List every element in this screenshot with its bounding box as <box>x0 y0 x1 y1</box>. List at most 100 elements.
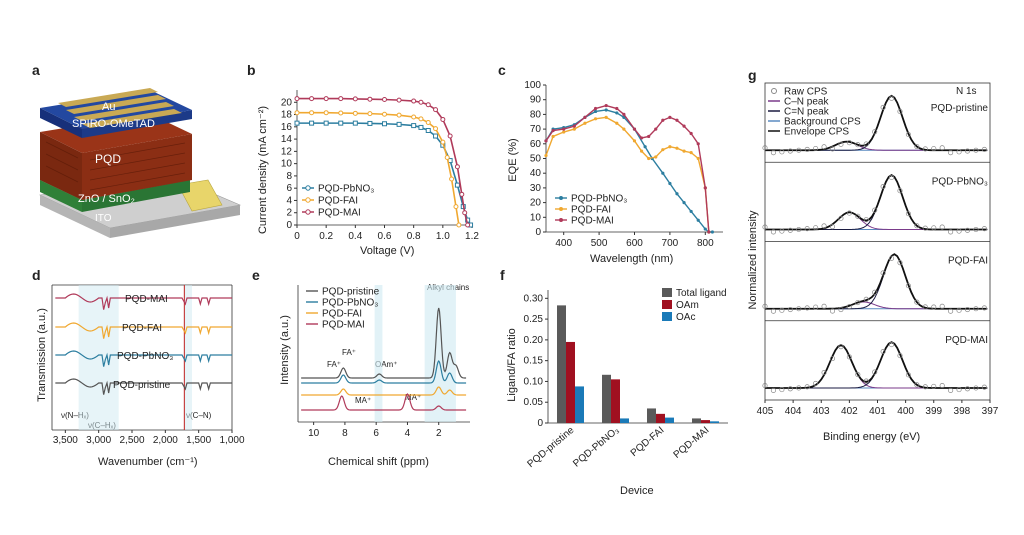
g-xlabel: Binding energy (eV) <box>823 431 920 443</box>
f-bar <box>665 417 674 423</box>
c-xlabel: Wavelength (nm) <box>590 253 673 265</box>
g-ceqn-peak <box>765 341 988 389</box>
c-point <box>551 134 555 139</box>
g-raw-point <box>838 306 844 313</box>
b-point <box>411 123 417 129</box>
c-ytick-label: 30 <box>530 183 542 194</box>
g-raw-point <box>931 146 937 152</box>
panel-g: g Binding energy (eV) Normalized intensi… <box>747 67 999 443</box>
g-raw-point <box>948 150 954 156</box>
pqd-texture <box>45 141 186 191</box>
panel-a: a Au SPIRO-OMeTAD <box>32 62 242 238</box>
g-xtick-label: 405 <box>757 406 774 417</box>
g-xtick-label: 403 <box>813 406 830 417</box>
b-xtick-label: 0.2 <box>319 231 333 242</box>
b-point <box>396 97 402 103</box>
g-subpanel-label: PQD-pristine <box>931 103 989 114</box>
panel-label-g: g <box>748 67 757 83</box>
c-ytick-label: 100 <box>524 80 541 91</box>
f-bar <box>575 386 584 423</box>
g-raw-point <box>855 299 861 306</box>
g-raw-point <box>838 141 844 147</box>
f-xlabel: Device <box>620 485 654 497</box>
g-raw-point <box>914 382 920 388</box>
g-raw-point <box>804 305 810 311</box>
b-point <box>459 191 465 197</box>
g-raw-point <box>821 223 827 229</box>
e-annot-ma1: MA⁺ <box>355 396 371 405</box>
g-raw-point <box>762 145 768 151</box>
d-series-label: PQD-MAI <box>125 294 168 305</box>
e-xtick-label: 2 <box>436 428 442 439</box>
g-raw-point <box>872 129 878 135</box>
b-point <box>294 96 300 102</box>
g-raw-point <box>872 289 878 295</box>
c-point <box>689 151 693 155</box>
g-raw-point <box>863 296 869 302</box>
f-bar <box>602 374 611 423</box>
g-raw-point <box>981 384 987 390</box>
c-xtick-label: 700 <box>662 238 679 249</box>
e-xlabel: Chemical shift (ppm) <box>328 456 429 468</box>
g-legend-label: Background CPS <box>784 117 861 128</box>
layer-ito-side <box>40 195 110 238</box>
b-point <box>294 110 300 116</box>
g-raw-point <box>948 387 954 393</box>
g-raw-point <box>821 303 827 309</box>
c-point <box>696 218 700 222</box>
b-point <box>418 116 424 122</box>
b-point <box>454 182 460 188</box>
c-point <box>696 156 700 161</box>
g-raw-point <box>956 149 962 155</box>
g-raw-point <box>863 378 869 384</box>
g-raw-point <box>973 226 979 233</box>
b-point <box>433 107 439 113</box>
g-raw-point <box>956 228 962 234</box>
g-legend-label: Raw CPS <box>784 87 828 98</box>
c-point <box>682 149 686 153</box>
g-xtick-label: 399 <box>925 406 942 417</box>
g-cn-peak <box>765 344 988 389</box>
layer-label-au: Au <box>102 101 115 113</box>
c-point <box>583 121 587 125</box>
e-annot-oam: OAm⁺ <box>375 360 397 369</box>
layer-zno-side <box>40 180 82 212</box>
layer-pqd-side <box>40 132 82 200</box>
c-point <box>615 106 619 111</box>
panel-label-b: b <box>247 62 256 78</box>
b-point <box>338 110 344 116</box>
g-raw-point <box>880 349 886 355</box>
g-raw-point <box>838 215 844 221</box>
g-raw-point <box>770 150 776 156</box>
b-point <box>382 121 387 127</box>
b-xtick-label: 1.2 <box>465 231 479 242</box>
g-raw-point <box>973 385 979 391</box>
panel-label-f: f <box>500 267 505 283</box>
b-point <box>396 121 402 127</box>
g-raw-point <box>813 380 819 386</box>
b-point <box>382 97 387 103</box>
c-point <box>604 103 608 108</box>
g-raw-point <box>804 226 810 232</box>
f-ytick-label: 0.30 <box>524 293 544 304</box>
g-raw-point <box>762 303 768 309</box>
panel-b: b Voltage (V) Current density (mA cm⁻²) … <box>247 62 479 257</box>
layer-zno-front <box>82 180 190 212</box>
c-point <box>604 115 608 119</box>
g-raw-point <box>770 308 776 314</box>
g-xtick-label: 404 <box>785 406 802 417</box>
b-ytick-label: 12 <box>281 146 293 157</box>
b-point <box>309 120 315 126</box>
g-ylabel: Normalized intensity <box>747 210 759 310</box>
c-point <box>544 139 548 143</box>
g-raw-point <box>863 141 869 147</box>
g-raw-point <box>804 384 810 390</box>
f-bar <box>656 413 665 423</box>
g-raw-point <box>922 384 928 390</box>
d-xtick-label: 3,000 <box>86 435 111 446</box>
f-legend-swatch <box>662 288 672 297</box>
c-point <box>703 227 707 231</box>
g-raw-point <box>889 255 895 261</box>
g-raw-point <box>981 226 987 232</box>
g-raw-point <box>905 372 911 378</box>
